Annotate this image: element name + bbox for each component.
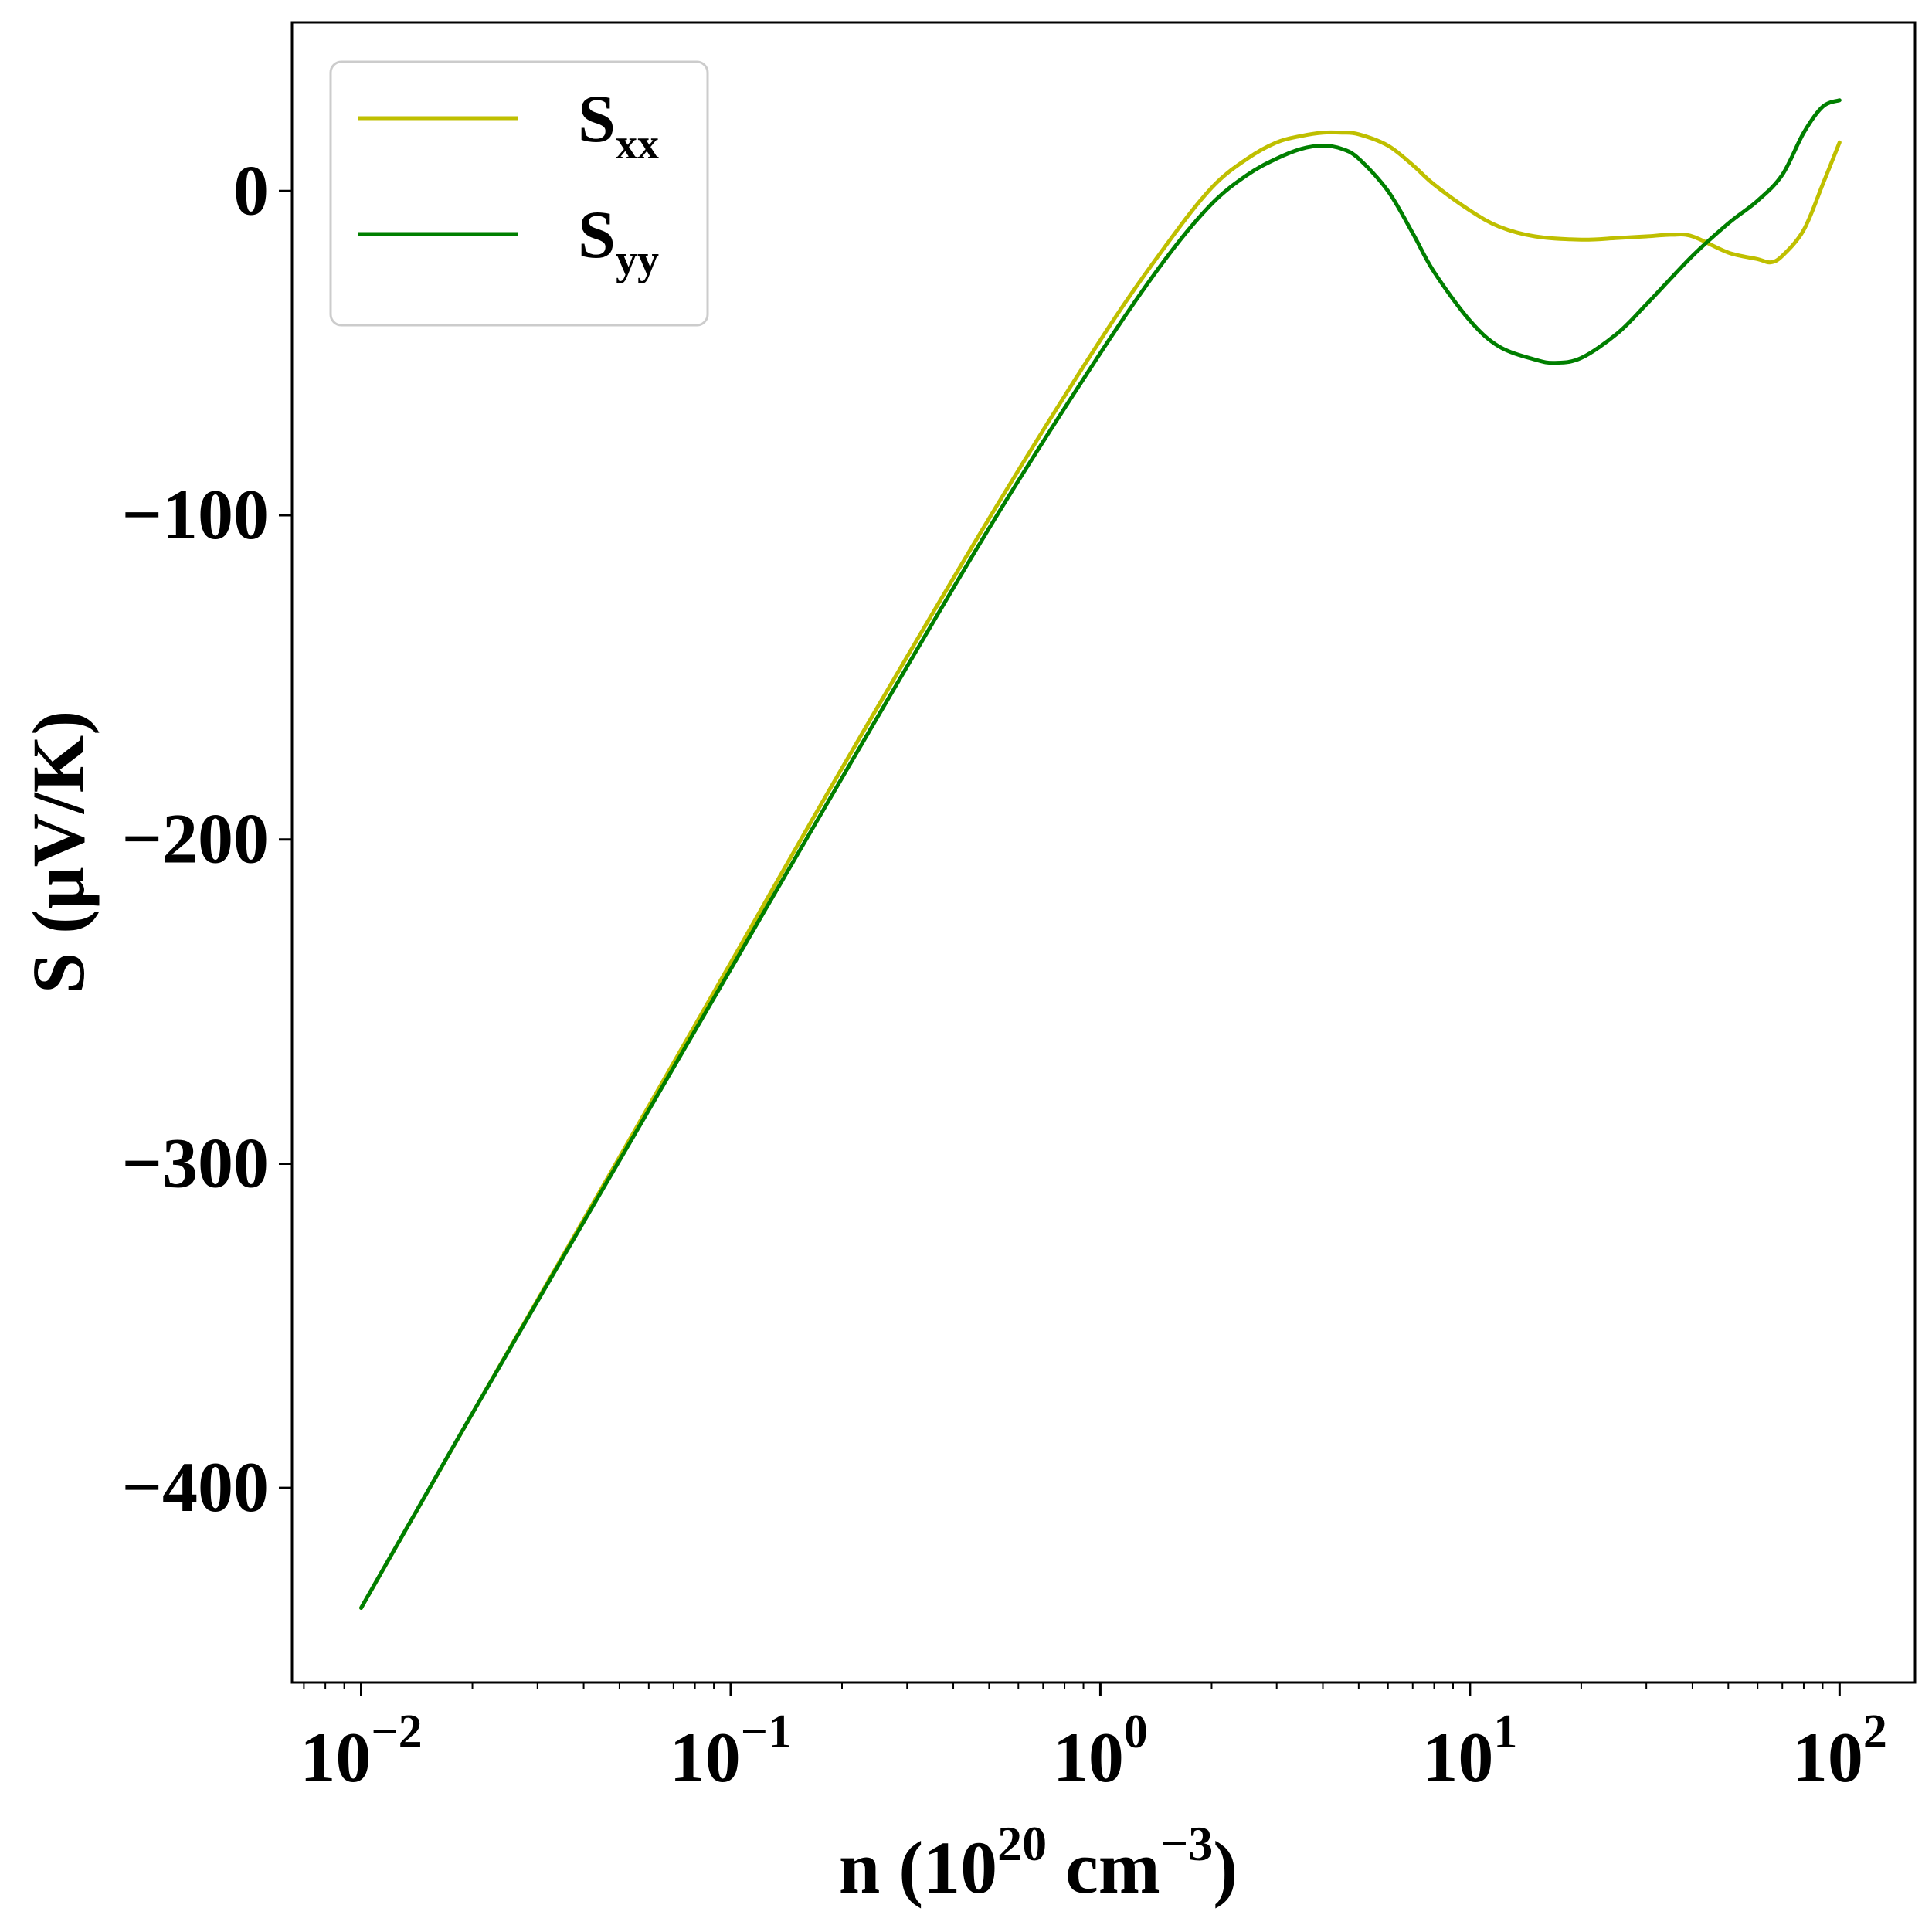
y-axis: 0 −100 −200 −300 −400 bbox=[122, 151, 292, 1526]
y-tick-label: 0 bbox=[233, 151, 269, 229]
y-tick-label: −300 bbox=[122, 1123, 269, 1202]
series-line-xx bbox=[359, 130, 1842, 1610]
y-axis-label: S (μV/K) bbox=[17, 711, 100, 993]
y-tick-label: −100 bbox=[122, 475, 269, 554]
y-tick-label: −400 bbox=[122, 1448, 269, 1526]
x-tick-label: 101 bbox=[1422, 1706, 1517, 1797]
x-tick-label: 100 bbox=[1053, 1706, 1148, 1797]
legend: Sxx Syy bbox=[329, 60, 709, 327]
legend-box bbox=[329, 60, 709, 327]
x-tick-label: 10−2 bbox=[300, 1706, 422, 1797]
legend-label-sxx: Sxx bbox=[578, 82, 659, 168]
series-line-yy bbox=[359, 98, 1842, 1610]
x-tick-label: 102 bbox=[1792, 1706, 1887, 1797]
legend-label-syy: Syy bbox=[578, 198, 659, 284]
x-axis: 10−2 10−1 100 101 102 bbox=[300, 1682, 1887, 1797]
y-tick-label: −200 bbox=[122, 800, 269, 878]
plot-frame bbox=[290, 21, 1917, 1684]
x-axis-label: n (1020 cm−3) bbox=[839, 1816, 1238, 1909]
x-tick-label: 10−1 bbox=[670, 1706, 792, 1797]
series-layer bbox=[359, 98, 1842, 1610]
